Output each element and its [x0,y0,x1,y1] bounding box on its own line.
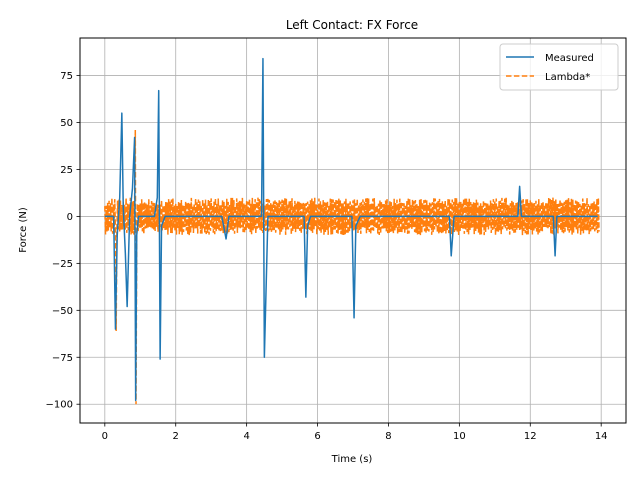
y-axis-label: Force (N) [18,207,29,253]
y-tick-label: 25 [60,165,73,176]
x-tick-label: 8 [385,431,391,442]
legend: Measured Lambda* [499,43,619,91]
x-tick-label: 0 [102,431,108,442]
plot-area [104,57,600,405]
y-tick-label: −50 [52,306,73,317]
series-line-measured [104,57,598,402]
y-tick-label: −25 [52,259,73,270]
x-tick-label: 6 [314,431,320,442]
axes-frame [79,37,627,424]
x-axis-label: Time (s) [331,454,373,465]
y-tick-label: 75 [60,71,73,82]
y-tick-label: −100 [46,400,73,411]
x-ticks: 0 2 4 6 8 10 12 14 [102,423,608,442]
y-tick-label: 0 [67,212,73,223]
legend-box [499,43,619,91]
legend-label-measured: Measured [545,53,594,64]
chart-title: Left Contact: FX Force [286,18,418,32]
legend-label-lambda: Lambda* [545,72,590,83]
x-tick-label: 12 [524,431,537,442]
y-ticks: −100 −75 −50 −25 0 25 50 75 [46,71,80,411]
x-tick-label: 10 [453,431,466,442]
x-tick-label: 2 [173,431,179,442]
x-tick-label: 14 [595,431,608,442]
x-tick-label: 4 [243,431,249,442]
y-tick-label: −75 [52,353,73,364]
grid [80,38,626,423]
y-tick-label: 50 [60,118,73,129]
